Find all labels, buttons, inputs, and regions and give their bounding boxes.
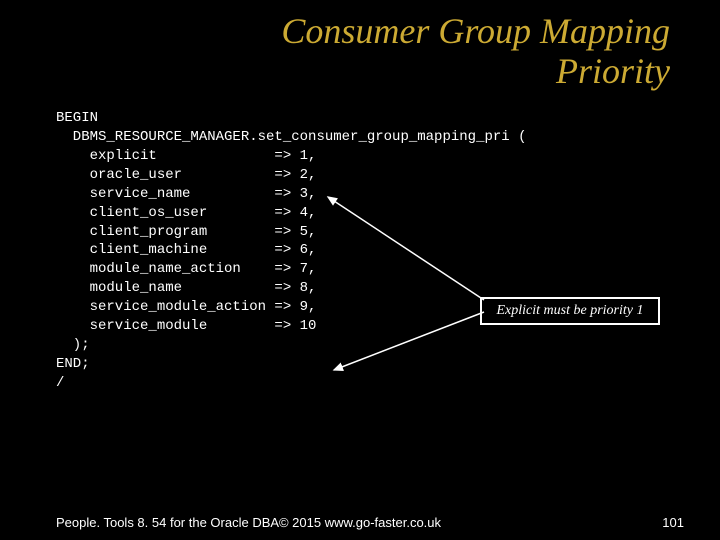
code-begin: BEGIN	[56, 110, 98, 126]
code-param-8: service_module_action => 9,	[56, 299, 316, 315]
footer-right: 101	[662, 515, 684, 530]
code-call: DBMS_RESOURCE_MANAGER.set_consumer_group…	[56, 129, 526, 145]
footer-center: © 2015 www.go-faster.co.uk	[279, 515, 441, 530]
code-param-4: client_program => 5,	[56, 224, 316, 240]
callout-text: Explicit must be priority 1	[497, 303, 644, 319]
code-param-2: service_name => 3,	[56, 186, 316, 202]
code-param-0: explicit => 1,	[56, 148, 316, 164]
code-end: END;	[56, 356, 90, 372]
code-slash: /	[56, 375, 64, 391]
footer: People. Tools 8. 54 for the Oracle DBA ©…	[0, 515, 720, 530]
code-param-1: oracle_user => 2,	[56, 167, 316, 183]
code-close: );	[56, 337, 90, 353]
code-param-9: service_module => 10	[56, 318, 316, 334]
code-param-7: module_name => 8,	[56, 280, 316, 296]
callout-box: Explicit must be priority 1	[480, 297, 660, 325]
slide-title: Consumer Group Mapping Priority	[0, 0, 720, 91]
code-block: BEGIN DBMS_RESOURCE_MANAGER.set_consumer…	[0, 91, 720, 392]
title-line-1: Consumer Group Mapping	[281, 11, 670, 51]
code-param-5: client_machine => 6,	[56, 242, 316, 258]
footer-left: People. Tools 8. 54 for the Oracle DBA	[56, 515, 279, 530]
code-param-3: client_os_user => 4,	[56, 205, 316, 221]
title-line-2: Priority	[556, 51, 670, 91]
code-param-6: module_name_action => 7,	[56, 261, 316, 277]
